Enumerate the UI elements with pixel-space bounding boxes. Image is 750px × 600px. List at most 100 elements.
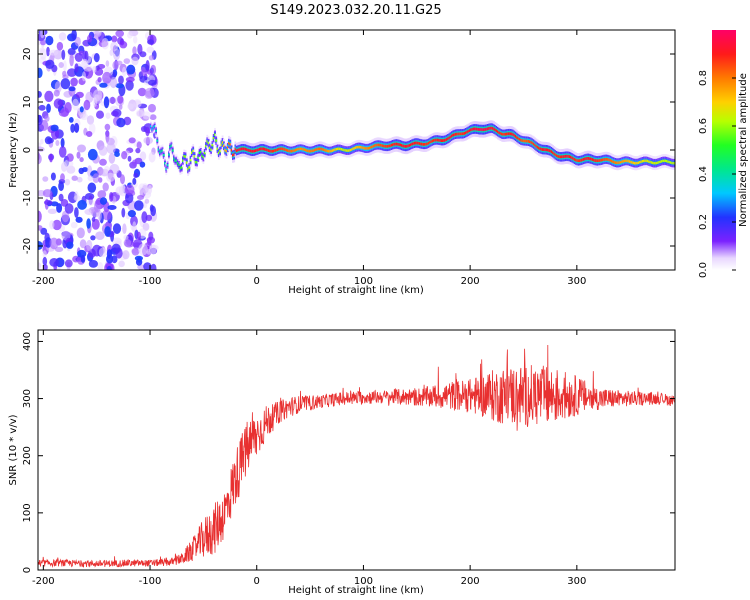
ridge-cell [316,147,319,151]
ridge-cell [242,147,244,151]
ridge-cell [232,153,234,157]
ridge-cell [381,144,384,148]
noise-cell [77,199,87,210]
noise-cell [143,262,152,270]
noise-cell [40,30,45,39]
ridge-cell [198,151,201,155]
ridge-cell [165,167,168,171]
noise-cell [127,155,132,162]
noise-cell [38,104,46,111]
ridge-cell [358,145,361,149]
ridge-cell [278,147,280,151]
ridge-cell [164,162,166,165]
ridge-cell [384,144,387,148]
ridge-cell [634,161,636,165]
noise-cell [78,167,85,175]
ridge-cell [643,159,645,163]
ridge-cell [179,167,182,170]
ridge-cell [345,149,348,152]
ridge-cell [326,149,329,153]
ridge-cell [187,167,189,171]
ridge-cell [173,157,175,160]
noise-cell [43,264,48,270]
ridge-cell [390,143,393,147]
noise-cell [45,35,54,46]
ridge-cell [540,147,543,151]
ridge-cell [644,159,647,163]
ridge-cell [257,148,260,152]
ridge-cell [205,144,207,148]
ridge-cell [442,139,444,142]
noise-cell [145,60,150,72]
ridge-cell [379,143,381,147]
noise-cell [58,146,67,158]
ridge-cell [509,132,512,136]
noise-cell [42,250,47,258]
ridge-cell [338,147,341,150]
ridge-cell [215,139,218,142]
ridge-cell [458,132,461,136]
ridge-cell [288,149,291,153]
x-tick-label: -100 [139,276,162,287]
noise-cell [56,41,64,51]
noise-cell [95,231,105,240]
noise-cell [99,82,108,88]
noise-cell [122,223,127,234]
noise-cell [86,131,93,137]
ridge-cell [431,139,434,143]
noise-cell [47,208,58,214]
ridge-cell [613,160,616,164]
ridge-cell [463,132,466,135]
ridge-cell [178,163,180,167]
ridge-cell [443,139,445,142]
ridge-cell [320,147,323,151]
y-tick-label: 400 [22,332,33,351]
ridge-cell [365,147,367,150]
ridge-cell [216,147,219,150]
noise-cell [109,77,118,89]
ridge-cell [547,148,549,152]
noise-cell [45,59,55,69]
ridge-cell [561,155,563,159]
ridge-cell [599,159,602,162]
ridge-cell [371,145,374,149]
ridge-cell [283,147,285,151]
ridge-cell [330,149,333,153]
noise-cell [108,152,116,164]
ridge-cell [497,130,499,134]
ridge-cell [290,149,293,153]
noise-cell [147,79,157,86]
ridge-cell [503,132,506,136]
noise-cell [121,66,127,77]
ridge-cell [413,141,416,145]
noise-cell [136,141,142,149]
ridge-cell [664,159,667,163]
ridge-cell [279,147,282,151]
ridge-cell [261,147,264,151]
x-tick-label: -100 [139,576,162,587]
noise-cell [132,177,137,185]
ridge-cell [220,143,223,147]
ridge-cell [289,149,292,153]
ridge-cell [618,161,621,164]
ridge-cell [328,149,330,153]
colorbar-tick-label: 0.0 [698,262,709,278]
noise-cell [58,62,64,68]
ridge-cell [608,158,611,162]
ridge-cell [156,139,159,142]
noise-cell [98,145,108,156]
noise-cell [71,30,77,40]
noise-cell [102,182,109,192]
ridge-cell [457,132,460,136]
ridge-cell [598,159,600,162]
ridge-cell [603,158,606,161]
spectrogram-ridge [150,120,675,176]
noise-cell [64,178,71,186]
x-tick-label: 0 [254,276,260,287]
noise-cell [87,182,97,193]
ridge-cell [448,136,451,140]
ridge-cell [471,128,474,131]
snr-y-label: SNR (10 * v/v) [8,414,19,485]
ridge-cell [293,149,296,152]
